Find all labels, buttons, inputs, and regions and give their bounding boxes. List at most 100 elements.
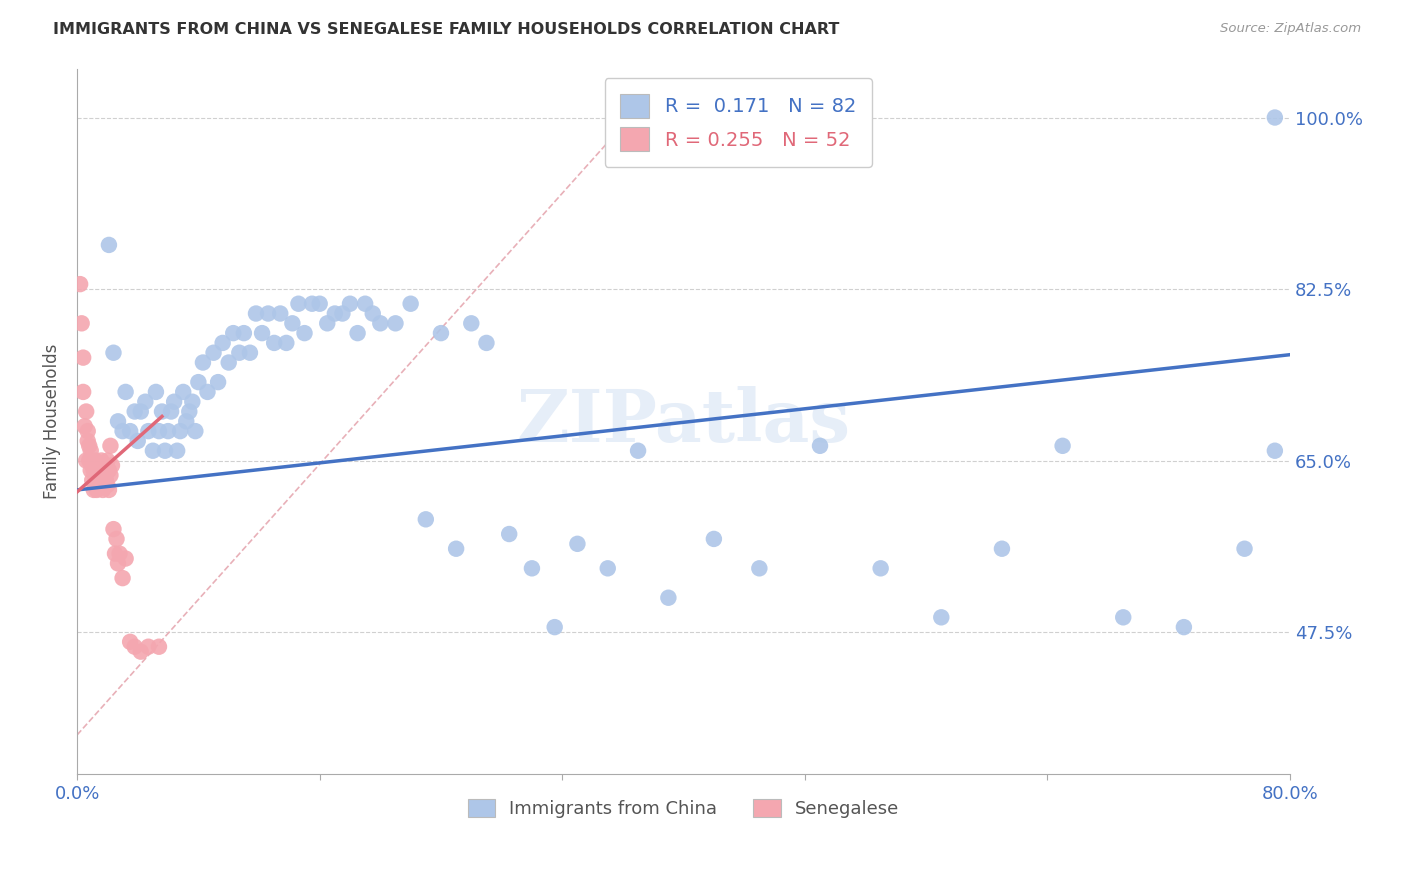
Point bbox=[370, 316, 392, 330]
Point bbox=[77, 453, 100, 467]
Point bbox=[138, 424, 160, 438]
Point bbox=[145, 384, 167, 399]
Point bbox=[93, 458, 115, 473]
Point bbox=[211, 335, 233, 350]
Point bbox=[444, 541, 467, 556]
Point bbox=[89, 478, 111, 492]
Point bbox=[82, 458, 104, 473]
Point bbox=[1233, 541, 1256, 556]
Point bbox=[87, 463, 110, 477]
Point bbox=[197, 384, 219, 399]
Point bbox=[100, 468, 122, 483]
Point bbox=[83, 463, 105, 477]
Point bbox=[354, 296, 377, 310]
Point bbox=[86, 468, 108, 483]
Point bbox=[218, 355, 240, 369]
Point bbox=[184, 424, 207, 438]
Point bbox=[90, 468, 112, 483]
Point bbox=[97, 483, 120, 497]
Point bbox=[83, 483, 105, 497]
Point bbox=[82, 473, 104, 487]
Point bbox=[72, 384, 94, 399]
Point bbox=[70, 316, 93, 330]
Point bbox=[138, 640, 160, 654]
Point bbox=[127, 434, 149, 448]
Point bbox=[207, 375, 229, 389]
Point bbox=[163, 394, 186, 409]
Point bbox=[73, 419, 96, 434]
Point bbox=[148, 424, 170, 438]
Point bbox=[430, 326, 453, 340]
Point bbox=[93, 468, 115, 483]
Point bbox=[105, 532, 128, 546]
Point bbox=[91, 463, 114, 477]
Point bbox=[808, 439, 831, 453]
Point bbox=[308, 296, 330, 310]
Point bbox=[627, 443, 650, 458]
Point bbox=[187, 375, 209, 389]
Point bbox=[520, 561, 543, 575]
Point bbox=[124, 404, 146, 418]
Point bbox=[134, 394, 156, 409]
Point bbox=[104, 547, 127, 561]
Point bbox=[276, 335, 298, 350]
Point bbox=[86, 483, 108, 497]
Point bbox=[269, 306, 291, 320]
Point bbox=[228, 345, 250, 359]
Point bbox=[114, 384, 136, 399]
Point bbox=[129, 404, 152, 418]
Point bbox=[76, 434, 98, 448]
Point bbox=[76, 424, 98, 438]
Point bbox=[84, 473, 107, 487]
Point bbox=[475, 335, 498, 350]
Point bbox=[250, 326, 273, 340]
Point bbox=[181, 394, 204, 409]
Text: ZIPatlas: ZIPatlas bbox=[516, 386, 851, 457]
Point bbox=[80, 463, 103, 477]
Point bbox=[160, 404, 183, 418]
Point bbox=[1173, 620, 1195, 634]
Point bbox=[172, 384, 194, 399]
Point bbox=[75, 453, 97, 467]
Point bbox=[869, 561, 891, 575]
Point bbox=[415, 512, 437, 526]
Point bbox=[346, 326, 368, 340]
Point bbox=[124, 640, 146, 654]
Point bbox=[257, 306, 280, 320]
Legend: Immigrants from China, Senegalese: Immigrants from China, Senegalese bbox=[461, 791, 907, 825]
Point bbox=[94, 473, 117, 487]
Point bbox=[89, 458, 111, 473]
Point bbox=[69, 277, 91, 292]
Point bbox=[94, 463, 117, 477]
Point bbox=[103, 522, 125, 536]
Point bbox=[87, 473, 110, 487]
Point bbox=[80, 443, 103, 458]
Point bbox=[84, 453, 107, 467]
Point bbox=[142, 443, 165, 458]
Point bbox=[929, 610, 952, 624]
Point bbox=[174, 414, 197, 428]
Point bbox=[748, 561, 770, 575]
Point bbox=[166, 443, 188, 458]
Point bbox=[202, 345, 225, 359]
Point bbox=[263, 335, 285, 350]
Point bbox=[596, 561, 619, 575]
Point bbox=[111, 571, 134, 585]
Point bbox=[77, 439, 100, 453]
Point bbox=[111, 424, 134, 438]
Point bbox=[1052, 439, 1074, 453]
Point bbox=[129, 645, 152, 659]
Point bbox=[148, 640, 170, 654]
Point bbox=[657, 591, 679, 605]
Point bbox=[703, 532, 725, 546]
Point bbox=[245, 306, 267, 320]
Point bbox=[103, 345, 125, 359]
Point bbox=[96, 453, 118, 467]
Point bbox=[107, 557, 129, 571]
Point bbox=[100, 439, 122, 453]
Point bbox=[120, 424, 142, 438]
Point bbox=[281, 316, 304, 330]
Point bbox=[90, 453, 112, 467]
Point bbox=[567, 537, 589, 551]
Point bbox=[179, 404, 201, 418]
